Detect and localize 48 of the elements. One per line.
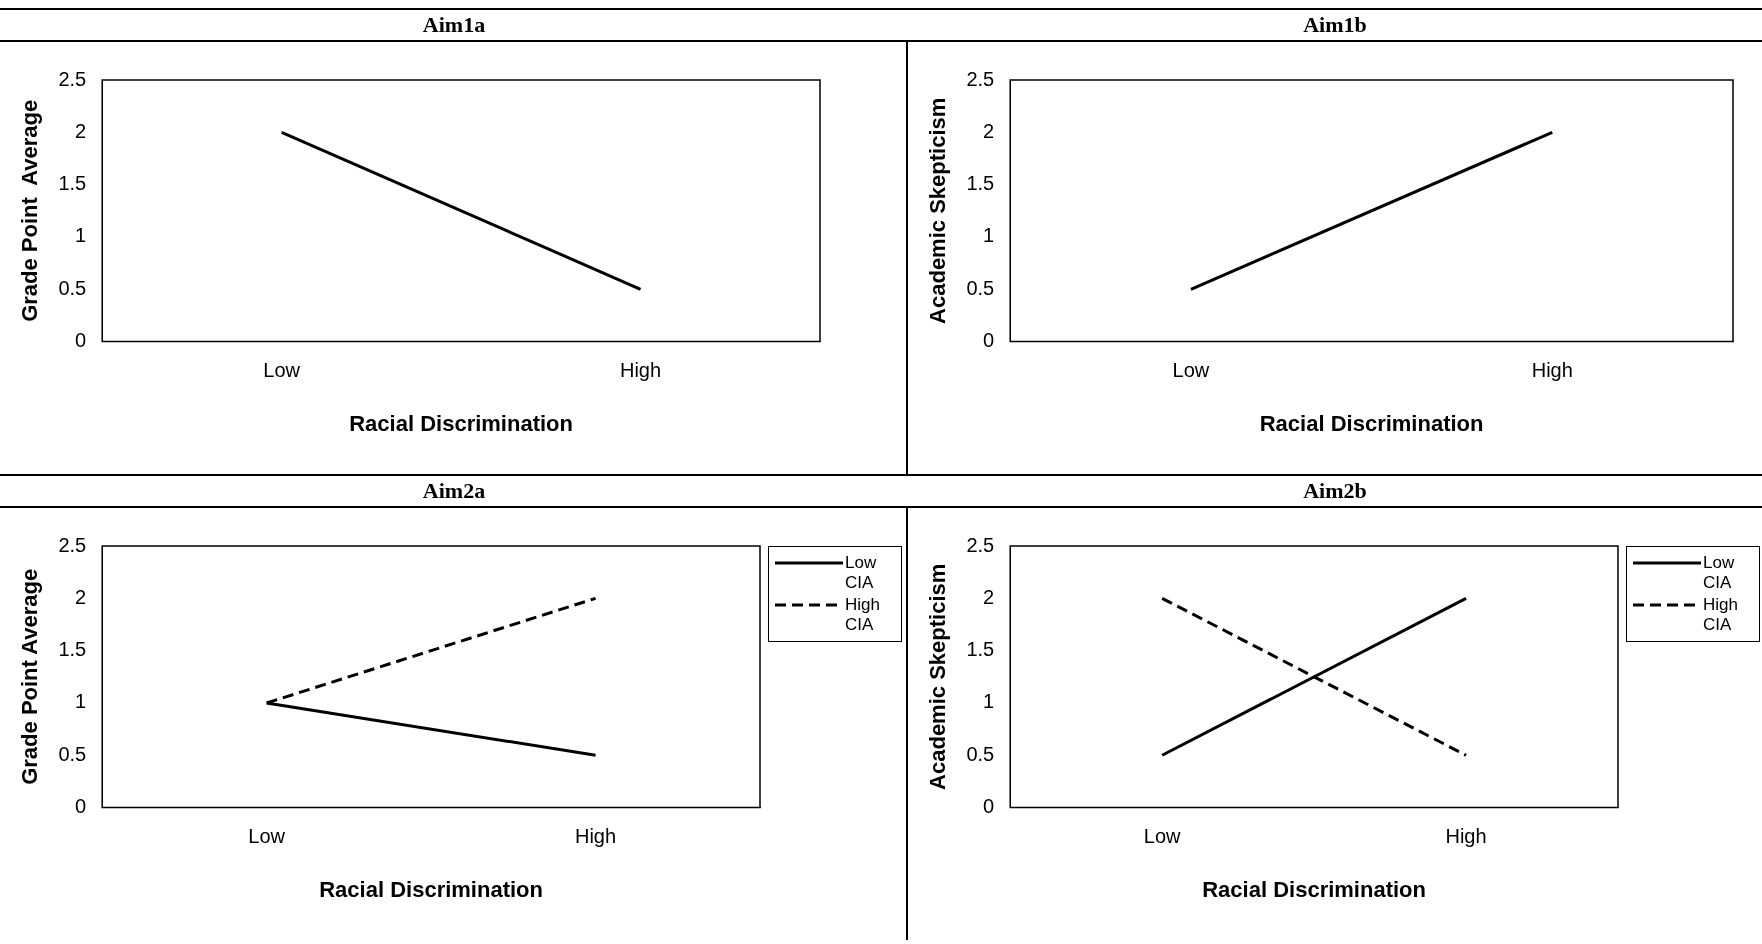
legend-label: High CIA (845, 595, 881, 635)
legend-label: Low CIA (845, 553, 878, 593)
y-tick-label: 2.5 (58, 533, 87, 556)
y-tick-label: 1 (983, 690, 995, 713)
y-tick-label: 1.5 (58, 638, 87, 661)
y-tick-label: 2 (983, 119, 995, 142)
y-tick-label: 0.5 (966, 742, 995, 765)
y-tick-label: 1.5 (58, 172, 87, 195)
y-axis-title: Academic Skepticism (925, 97, 951, 324)
y-tick-label: 1.5 (966, 172, 995, 195)
y-tick-label: 1.5 (966, 638, 995, 661)
x-tick-label: Low (1143, 825, 1182, 848)
chart-title: Aim1a (0, 8, 908, 42)
y-tick-label: 0 (75, 795, 87, 818)
x-axis-title: Racial Discrimination (349, 410, 573, 436)
x-tick-label: High (1445, 825, 1487, 848)
x-tick-label: High (1531, 359, 1573, 382)
y-tick-label: 1 (75, 690, 87, 713)
x-tick-label: Low (248, 825, 286, 848)
y-tick-label: 2.5 (966, 533, 995, 556)
y-tick-label: 0.5 (58, 742, 87, 765)
y-tick-label: 1 (75, 224, 87, 247)
y-tick-label: 0 (983, 795, 995, 818)
y-tick-label: 2 (75, 585, 87, 608)
y-tick-label: 0.5 (58, 276, 87, 299)
legend-label: High CIA (1703, 595, 1739, 635)
chart-title: Aim1b (908, 8, 1762, 42)
y-axis-title: Grade Point Average (17, 568, 43, 785)
y-tick-label: 0 (983, 329, 995, 352)
chart-title: Aim2b (908, 474, 1762, 508)
x-axis-title: Racial Discrimination (319, 876, 543, 902)
y-tick-label: 0 (75, 329, 87, 352)
y-tick-label: 2.5 (58, 67, 87, 90)
y-tick-label: 0.5 (966, 276, 995, 299)
x-tick-label: Low (263, 359, 301, 382)
x-tick-label: High (619, 359, 662, 382)
y-axis-title: Grade Point Average (17, 99, 43, 322)
x-axis-title: Racial Discrimination (1202, 876, 1426, 902)
y-tick-label: 1 (983, 224, 995, 247)
x-axis-title: Racial Discrimination (1259, 410, 1484, 436)
y-axis-title: Academic Skepticism (925, 563, 951, 790)
legend-label: Low CIA (1703, 553, 1736, 593)
y-tick-label: 2 (983, 585, 995, 608)
y-tick-label: 2 (75, 119, 87, 142)
chart-title: Aim2a (0, 474, 908, 508)
x-tick-label: High (574, 825, 617, 848)
x-tick-label: Low (1172, 359, 1210, 382)
y-tick-label: 2.5 (966, 67, 995, 90)
